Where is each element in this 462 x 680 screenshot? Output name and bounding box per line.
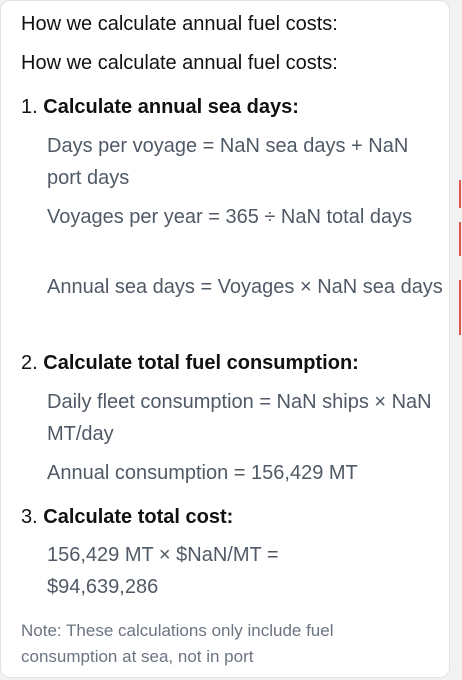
step-3-number: 3. [21,506,38,528]
step-2-line-daily-consumption: Daily fleet consumption = NaN ships × Na… [47,391,432,445]
step-3-line-total-cost: 156,429 MT × $NaN/MT = $94,639,286 [47,544,279,598]
background-edge-marks [459,180,461,335]
tooltip-title: How we calculate annual fuel costs: [21,13,338,35]
step-1-line-voyages-per-year: Voyages per year = 365 ÷ NaN total days [47,206,413,228]
step-2-title: 2. Calculate total fuel consumption: [21,352,359,375]
step-3-title: 3. Calculate total cost: [21,506,233,529]
fuel-cost-tooltip: How we calculate annual fuel costs: How … [0,0,450,678]
step-2-number: 2. [21,352,38,374]
step-1-number: 1. [21,96,38,118]
step-1-title: 1. Calculate annual sea days: [21,96,299,119]
step-1-label: Calculate annual sea days: [43,96,299,118]
step-3-label: Calculate total cost: [43,506,234,528]
step-1-line-annual-sea-days: Annual sea days = Voyages × NaN sea days [47,276,443,298]
step-2-line-annual-consumption: Annual consumption = 156,429 MT [47,462,358,484]
step-2-label: Calculate total fuel consumption: [43,352,359,374]
tooltip-note: Note: These calculations only include fu… [21,621,334,666]
step-1-line-days-per-voyage: Days per voyage = NaN sea days + NaN por… [47,135,409,189]
tooltip-heading: How we calculate annual fuel costs: [21,52,338,74]
